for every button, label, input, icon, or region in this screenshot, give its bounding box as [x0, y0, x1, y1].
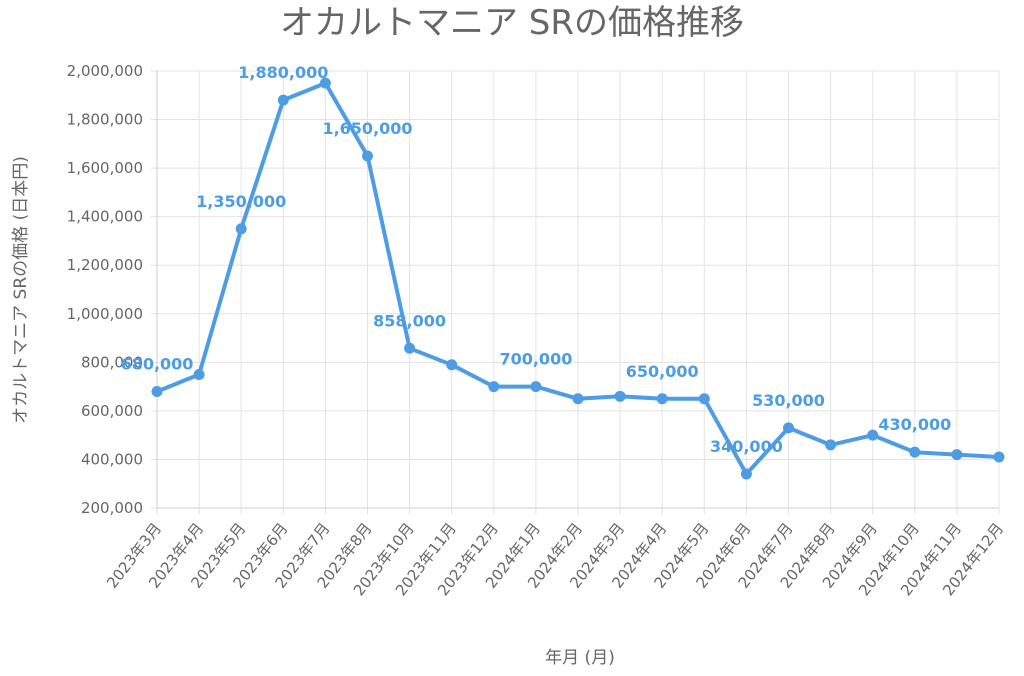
- data-point: [446, 359, 458, 371]
- y-tick-label: 1,600,000: [67, 159, 143, 177]
- data-point: [993, 451, 1005, 463]
- data-point: [614, 390, 626, 402]
- y-tick-label: 600,000: [81, 402, 143, 420]
- data-point: [951, 449, 963, 461]
- data-label: 1,880,000: [238, 63, 328, 82]
- y-tick-label: 1,800,000: [67, 111, 143, 129]
- data-point: [235, 223, 247, 235]
- data-point: [909, 446, 921, 458]
- data-point: [277, 94, 289, 106]
- data-point: [151, 385, 163, 397]
- x-axis-title: 年月 (月): [545, 648, 615, 668]
- data-label: 530,000: [752, 391, 825, 410]
- y-tick-label: 1,200,000: [67, 256, 143, 274]
- data-point: [867, 429, 879, 441]
- data-point: [319, 77, 331, 89]
- y-tick-label: 800,000: [81, 353, 143, 371]
- data-point: [193, 368, 205, 380]
- data-label: 650,000: [626, 362, 699, 381]
- y-tick-label: 1,400,000: [67, 208, 143, 226]
- chart-title: オカルトマニア SRの価格推移: [280, 3, 744, 43]
- x-tick-labels: 2023年3月2023年4月2023年5月2023年6月2023年7月2023年…: [103, 519, 1007, 599]
- y-tick-label: 400,000: [81, 450, 143, 468]
- data-label: 1,350,000: [196, 192, 286, 211]
- data-point: [740, 468, 752, 480]
- data-label: 680,000: [121, 354, 194, 373]
- data-label: 430,000: [878, 415, 951, 434]
- y-tick-labels: 200,000 400,000 600,000 800,000 1,000,000 1,2…: [67, 62, 143, 517]
- y-tick-label: 2,000,000: [67, 62, 143, 80]
- y-tick-label: 200,000: [81, 499, 143, 517]
- data-labels: 680,000 1,350,000 1,880,000 1,650,000 858,00…: [121, 63, 952, 456]
- y-axis-title: オカルトマニア SRの価格 (日本円): [11, 156, 31, 424]
- data-point: [698, 393, 710, 405]
- data-point: [488, 381, 500, 393]
- data-point: [656, 393, 668, 405]
- data-point: [404, 342, 416, 354]
- data-label: 858,000: [373, 311, 446, 330]
- data-point: [825, 439, 837, 451]
- y-tick-label: 1,000,000: [67, 305, 143, 323]
- data-label: 700,000: [499, 350, 572, 369]
- data-point: [572, 393, 584, 405]
- data-label: 340,000: [710, 437, 783, 456]
- data-point: [530, 381, 542, 393]
- gridlines: [151, 70, 1000, 514]
- data-label: 1,650,000: [322, 119, 412, 138]
- data-point: [362, 150, 373, 162]
- data-point: [783, 422, 794, 434]
- data-points: [151, 77, 1005, 480]
